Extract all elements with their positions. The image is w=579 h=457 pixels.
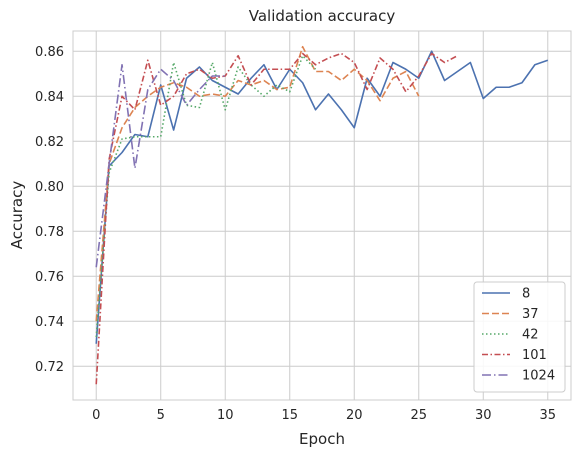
y-tick-label: 0.86 [35, 45, 64, 60]
y-tick-label: 0.84 [35, 90, 64, 105]
legend-box [473, 281, 566, 393]
legend-label: 37 [522, 307, 539, 322]
y-tick-label: 0.72 [35, 360, 64, 375]
x-axis-title: Epoch [299, 430, 345, 448]
x-tick-label: 35 [540, 408, 557, 423]
series-lines [95, 45, 549, 385]
series-line-101 [95, 52, 458, 385]
x-tick-label: 0 [92, 408, 100, 423]
x-tick-label: 5 [157, 408, 165, 423]
x-tick-label: 30 [475, 408, 492, 423]
legend-label: 8 [522, 287, 530, 302]
x-tick-label: 10 [217, 408, 234, 423]
y-tick-label: 0.78 [35, 225, 64, 240]
x-tick-label: 25 [410, 408, 427, 423]
legend-label: 1024 [522, 369, 555, 384]
series-line-1024 [95, 63, 226, 268]
y-tick-label: 0.80 [35, 180, 64, 195]
legend-label: 101 [522, 348, 547, 363]
x-tick-label: 15 [281, 408, 298, 423]
x-tick-label: 20 [346, 408, 363, 423]
y-tick-label: 0.76 [35, 270, 64, 285]
legend: 8 37 42 101 1024 [473, 281, 566, 393]
series-line-8 [95, 50, 549, 344]
grid [73, 31, 571, 400]
y-tick-labels: 0.72 0.74 0.76 0.78 0.80 0.82 0.84 0.86 [35, 45, 64, 375]
x-tick-labels: 0 5 10 15 20 25 30 35 [92, 408, 556, 423]
y-tick-label: 0.82 [35, 135, 64, 150]
y-axis-title: Accuracy [8, 181, 26, 250]
plot-frame [72, 30, 572, 401]
chart-title: Validation accuracy [249, 7, 396, 25]
series-line-42 [95, 54, 317, 338]
y-tick-label: 0.74 [35, 315, 64, 330]
series-line-37 [95, 45, 420, 322]
legend-label: 42 [522, 328, 539, 343]
